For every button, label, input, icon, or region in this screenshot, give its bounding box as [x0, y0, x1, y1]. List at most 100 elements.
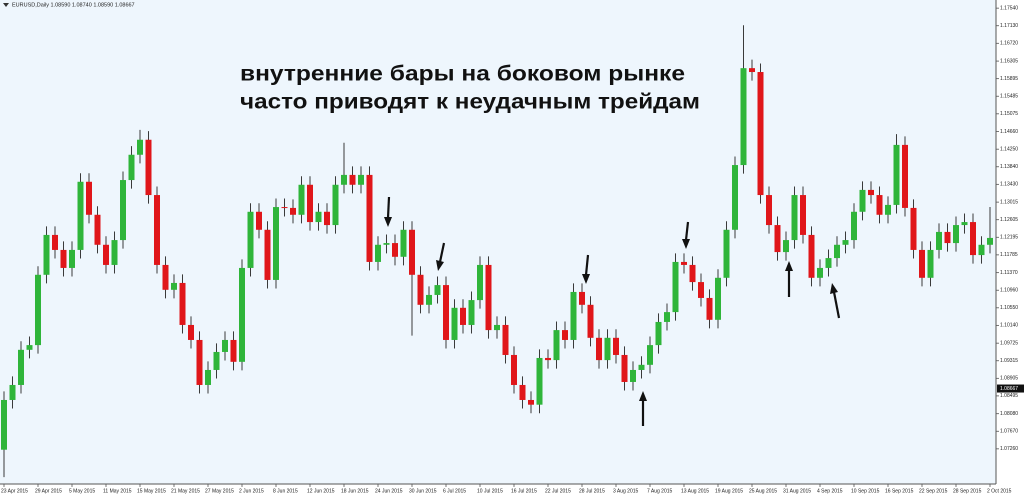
candle-body — [689, 264, 696, 283]
x-tick-label: 28 Sep 2015 — [953, 488, 982, 494]
candle-body — [842, 240, 849, 245]
candle-body — [460, 307, 466, 325]
x-tick-label: 4 Sep 2015 — [817, 488, 843, 494]
candle-body — [664, 312, 670, 322]
candle-body — [791, 195, 798, 241]
candle-body — [400, 229, 407, 257]
x-tick-label: 19 Aug 2015 — [715, 488, 743, 494]
y-tick-label: 1.14250 — [1000, 147, 1018, 153]
x-tick-label: 12 Jun 2015 — [307, 488, 335, 494]
candle-body — [825, 258, 832, 268]
candle-body — [307, 184, 313, 223]
y-tick-label: 1.15075 — [1000, 111, 1018, 117]
x-tick-label: 10 Sep 2015 — [851, 488, 880, 494]
candle-body — [366, 174, 373, 262]
y-tick-label: 1.09725 — [1000, 341, 1018, 347]
candle-body — [749, 68, 755, 73]
y-tick-label: 1.12605 — [1000, 217, 1018, 223]
x-tick-label: 18 Jun 2015 — [341, 488, 369, 494]
candle-body — [349, 174, 356, 185]
x-tick-label: 28 Jul 2015 — [579, 488, 605, 494]
candle-body — [145, 139, 152, 196]
y-tick-label: 1.15895 — [1000, 76, 1018, 82]
y-tick-label: 1.12195 — [1000, 235, 1018, 241]
candle-body — [698, 282, 704, 298]
candle-body — [808, 234, 815, 278]
arrow — [830, 283, 841, 319]
x-tick-label: 25 Aug 2015 — [749, 488, 777, 494]
candle-body — [621, 354, 628, 382]
candle-body — [77, 181, 84, 250]
candle-body — [477, 264, 483, 301]
candle-body — [60, 249, 67, 268]
arrow — [582, 254, 590, 284]
candle-body — [494, 324, 500, 331]
candle-body — [902, 144, 908, 208]
y-tick-label: 1.09315 — [1000, 358, 1018, 364]
candle-body — [332, 184, 339, 226]
candle-body — [18, 349, 24, 385]
candle-body — [579, 291, 585, 305]
candle-body — [681, 261, 687, 265]
x-tick-label: 16 Jul 2015 — [511, 488, 537, 494]
candle-body — [315, 211, 322, 223]
candle-body — [800, 195, 806, 235]
candle-body — [783, 240, 789, 253]
candle-body — [570, 291, 577, 340]
y-tick-label: 1.11370 — [1000, 270, 1018, 276]
candle-body — [927, 249, 934, 278]
y-tick-label: 1.07260 — [1000, 446, 1018, 452]
candle-body — [196, 339, 203, 385]
x-tick-label: 8 Jun 2015 — [273, 488, 298, 494]
annotation: внутренние бары на боковом рынке — [240, 63, 685, 86]
candle-body — [604, 337, 611, 361]
x-tick-label: 3 Aug 2015 — [613, 488, 639, 494]
y-tick-label: 1.08495 — [1000, 393, 1018, 399]
chart-title: EURUSD,Daily 1.08590 1.08740 1.08590 1.0… — [12, 2, 135, 8]
candle-body — [723, 229, 730, 278]
x-tick-label: 13 Aug 2015 — [681, 488, 709, 494]
candle-body — [859, 189, 866, 212]
candle-body — [205, 369, 211, 385]
candle-body — [630, 369, 636, 382]
arrow — [639, 391, 647, 426]
y-tick-label: 1.08080 — [1000, 411, 1018, 417]
candle-body — [953, 225, 959, 244]
candle-body — [519, 384, 526, 400]
candle-body — [587, 304, 594, 338]
candle-body — [766, 195, 772, 226]
candle-body — [868, 189, 874, 196]
candle-body — [94, 214, 101, 245]
x-tick-label: 11 May 2015 — [103, 488, 132, 494]
candle-body — [256, 211, 262, 230]
x-tick-label: 22 Jul 2015 — [545, 488, 571, 494]
y-tick-label: 1.07670 — [1000, 429, 1018, 435]
candle-body — [341, 174, 347, 185]
candle-body — [919, 249, 925, 278]
x-tick-label: 24 Jun 2015 — [375, 488, 403, 494]
candle-body — [443, 285, 449, 340]
candle-body — [137, 139, 143, 155]
candle-body — [111, 240, 118, 265]
y-tick-label: 1.17540 — [1000, 5, 1018, 11]
candle-body — [638, 364, 645, 370]
candle-body — [451, 307, 458, 340]
candle-body — [290, 207, 296, 215]
y-tick-label: 1.13430 — [1000, 182, 1018, 188]
x-tick-label: 2 Oct 2015 — [987, 488, 1012, 494]
candle-body — [264, 229, 271, 280]
x-tick-label: 22 Sep 2015 — [919, 488, 948, 494]
candle-body — [672, 261, 679, 313]
last-price-box — [997, 384, 1024, 393]
candle-body — [536, 357, 543, 405]
x-tick-label: 10 Jul 2015 — [477, 488, 503, 494]
x-tick-label: 23 Apr 2015 — [1, 488, 28, 494]
y-tick-label: 1.10960 — [1000, 288, 1018, 294]
menu-icon[interactable] — [3, 3, 9, 7]
candle-body — [834, 244, 840, 259]
candle-body — [545, 357, 551, 361]
y-tick-label: 1.10140 — [1000, 323, 1018, 329]
y-tick-label: 1.17130 — [1000, 23, 1018, 29]
candle-body — [1, 399, 7, 450]
